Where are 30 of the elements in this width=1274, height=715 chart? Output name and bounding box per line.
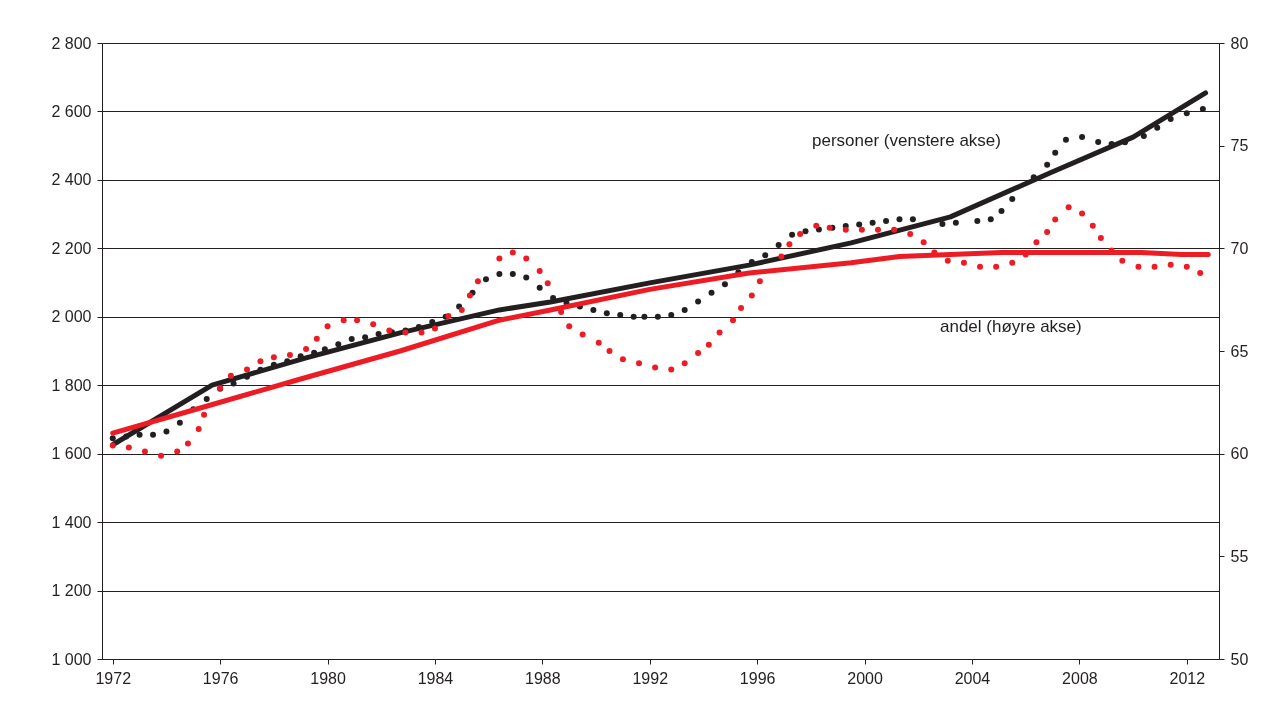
- y-tick-label: 2 200: [51, 239, 92, 257]
- x-tick-label: 1976: [202, 669, 239, 687]
- x-tick-label: 1988: [525, 669, 561, 687]
- y2-tick-label: 50: [1230, 650, 1249, 668]
- x-tick-label: 1980: [310, 669, 346, 687]
- y2-tick-label: 80: [1230, 34, 1249, 52]
- y-tick-label: 2 800: [51, 34, 92, 52]
- y2-tick-label: 70: [1230, 239, 1249, 257]
- y-tick-label: 2 000: [51, 308, 92, 326]
- y-tick-label: 1 200: [51, 582, 92, 600]
- y2-tick-label: 65: [1230, 342, 1249, 360]
- x-tick-label: 1984: [417, 669, 454, 687]
- y-tick-label: 2 400: [51, 171, 92, 189]
- y-tick-label: 1 400: [51, 513, 92, 531]
- x-tick-label: 1972: [95, 669, 132, 687]
- x-tick-label: 2004: [954, 669, 991, 687]
- x-tick-label: 2012: [1169, 669, 1206, 687]
- annotation: andel (høyre akse): [940, 317, 1082, 336]
- y2-tick-label: 55: [1230, 547, 1249, 565]
- y2-tick-label: 60: [1230, 445, 1249, 463]
- y2-tick-label: 75: [1230, 137, 1249, 155]
- x-tick-label: 2008: [1062, 669, 1098, 687]
- x-tick-label: 2000: [847, 669, 883, 687]
- y-tick-label: 1 800: [51, 376, 92, 394]
- y-tick-label: 1 000: [51, 650, 92, 668]
- x-tick-label: 1996: [739, 669, 776, 687]
- x-tick-label: 1992: [632, 669, 669, 687]
- annotation: personer (venstere akse): [812, 131, 1001, 150]
- y-tick-label: 2 600: [51, 102, 92, 120]
- y-tick-label: 1 600: [51, 445, 92, 463]
